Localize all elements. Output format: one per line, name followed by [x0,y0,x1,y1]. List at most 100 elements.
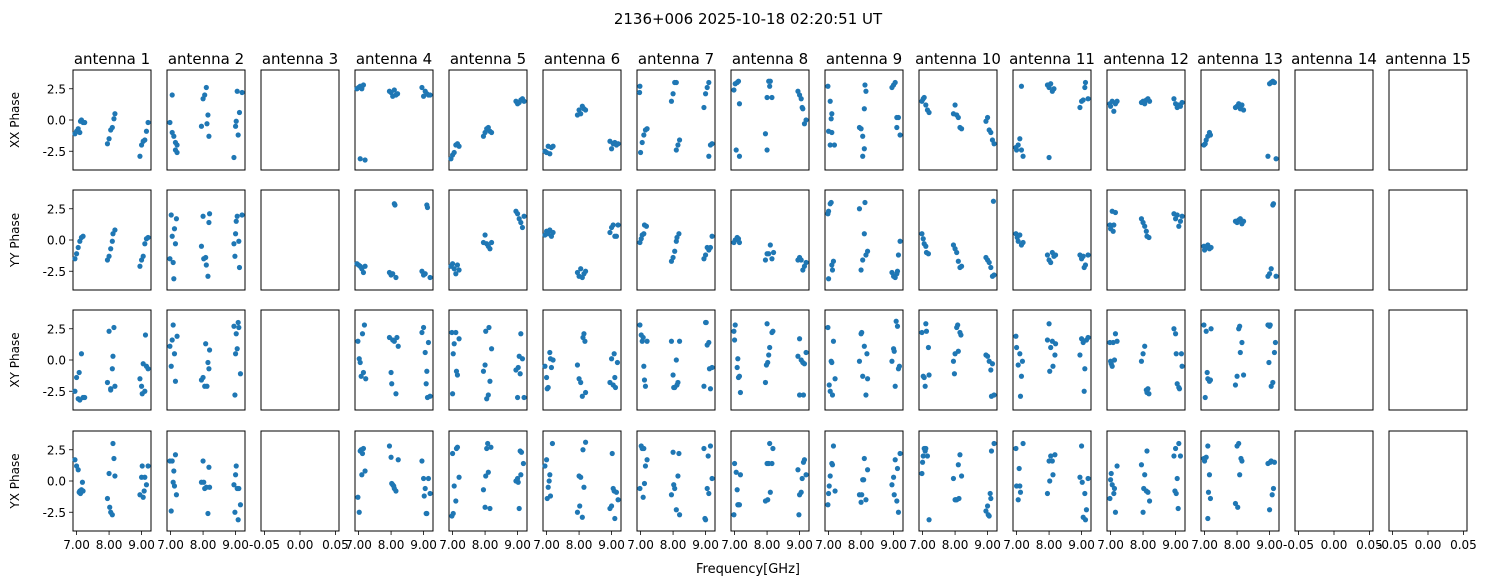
data-point [950,475,957,482]
antenna-title: antenna 11 [1009,50,1095,68]
data-point [543,374,550,381]
data-point [706,339,712,346]
data-point [198,123,205,129]
axes-frame [166,189,246,291]
data-point [420,324,427,331]
axes-frame [1106,430,1186,532]
data-point [205,510,211,517]
data-point [358,373,364,379]
data-point [991,440,997,447]
data-point [1017,393,1024,399]
data-point [578,474,584,480]
data-point [859,492,865,498]
data-point [578,379,584,386]
data-point [1174,212,1180,218]
data-point [709,141,715,147]
data-point [1144,448,1150,454]
data-point [450,510,456,517]
data-point [359,450,366,457]
data-point [395,457,401,463]
data-point [608,356,615,362]
data-point [142,388,148,394]
data-point [1207,132,1214,138]
data-point [484,445,490,452]
antenna-title: antenna 1 [74,50,150,68]
axes-frame [354,430,434,532]
data-point [897,238,903,244]
data-point [892,79,898,86]
data-point [1240,107,1247,113]
y-tick-label: 0.0 [47,114,66,128]
data-point [1237,472,1243,478]
data-point [613,489,620,495]
data-point [482,232,488,238]
data-point [1176,440,1182,447]
data-point [488,129,495,136]
data-point [357,156,363,162]
subplot-panel [1106,309,1186,411]
data-point [704,84,710,91]
data-point [480,368,487,374]
data-point [955,114,961,121]
data-point [206,219,212,226]
data-point [861,343,867,349]
data-point [111,116,117,122]
data-point [803,117,809,123]
data-point [892,383,898,389]
data-point [988,367,994,373]
data-point [1020,153,1026,159]
x-tick-label: 8.00 [848,538,875,552]
subplot-panel: 7.00 8.00 9.00 [909,430,1001,552]
data-point [923,445,929,452]
data-point [856,358,863,364]
data-point [1046,154,1052,161]
data-point [1240,218,1247,224]
data-point [926,372,932,378]
subplot-panel [1012,189,1092,291]
data-point [234,88,240,94]
data-point [825,276,832,282]
data-point [766,352,772,358]
data-point [171,351,178,357]
data-point [894,323,901,329]
subplot-panel: 7.00 8.00 9.00 [533,430,625,552]
subplot-panel [260,309,340,411]
data-point [451,149,457,156]
data-point [356,509,362,515]
subplot-panel [542,69,622,171]
data-point [955,348,961,354]
x-tick-label: -0.05 [249,538,280,552]
data-point [1266,359,1272,366]
data-point [237,371,244,377]
data-point [1239,458,1245,464]
data-point [483,473,489,479]
data-point [827,142,833,148]
data-point [674,382,680,388]
data-point [137,263,143,269]
data-point [731,87,737,93]
data-point [1015,362,1021,368]
data-point [670,91,676,97]
data-point [830,443,837,449]
data-point [234,346,240,352]
data-point [577,503,583,509]
data-point [1111,357,1118,363]
data-point [920,453,926,459]
data-point [1266,507,1273,513]
axes-frame [730,430,810,532]
data-point [1013,445,1019,452]
data-point [1109,363,1115,369]
data-point [236,324,242,331]
data-point [860,133,866,139]
data-point [735,356,741,362]
x-tick-label: 9.00 [880,538,907,552]
x-tick-label: 9.00 [1162,538,1189,552]
subplot-panel [1294,309,1374,411]
subplot-panel [354,189,434,291]
data-point [1234,373,1240,379]
data-point [174,142,180,148]
data-point [706,79,712,86]
data-point [1112,509,1119,515]
x-tick-label: 8.00 [96,538,123,552]
data-point [1081,388,1087,394]
